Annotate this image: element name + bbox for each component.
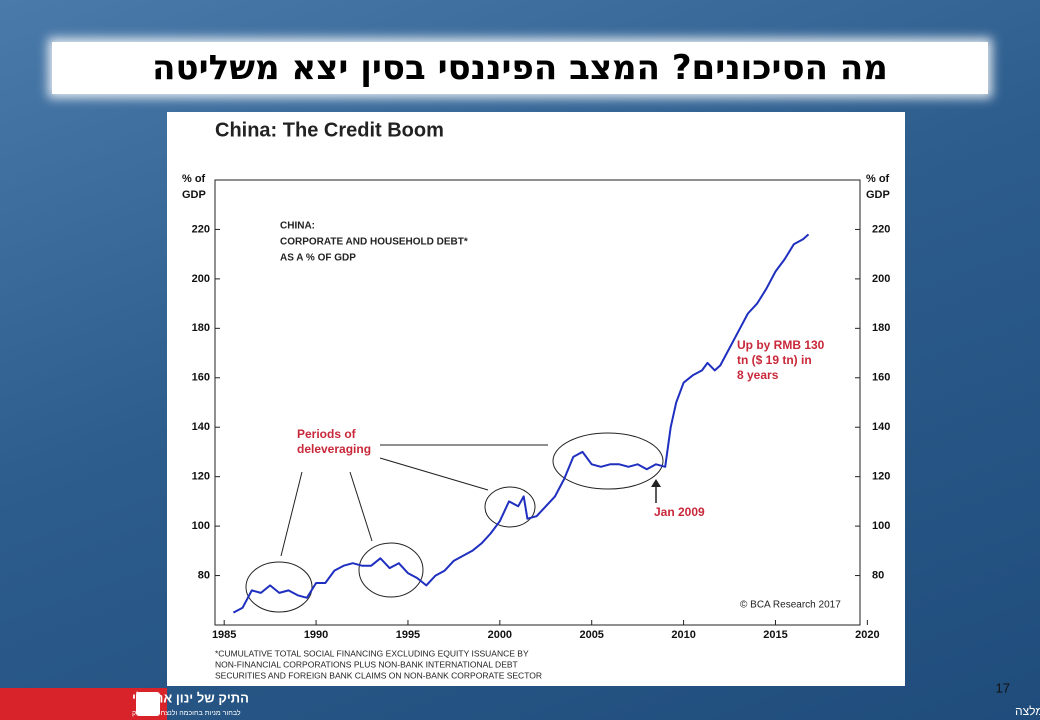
y2-tick-label: 200 — [872, 273, 890, 285]
highlight-ellipse — [245, 561, 313, 613]
x-tick-label: 2020 — [855, 629, 879, 641]
y2-tick-label: 160 — [872, 372, 890, 384]
arrow-head — [651, 479, 661, 487]
highlight-ellipse — [484, 486, 536, 528]
chart-title: China: The Credit Boom — [215, 119, 444, 141]
x-tick-label: 1995 — [396, 629, 420, 641]
growth-note: Up by RMB 130 — [737, 338, 825, 352]
y-tick-label: 220 — [192, 223, 210, 235]
highlight-ellipse — [552, 432, 664, 490]
y2-tick-label: 100 — [872, 520, 890, 532]
plot-frame — [214, 179, 861, 626]
y-tick-label: 180 — [192, 322, 210, 334]
slide-title: מה הסיכונים? המצב הפיננסי בסין יצא משליט… — [52, 42, 988, 94]
y-tick-label: 120 — [192, 471, 210, 483]
y-axis-label: GDP — [182, 189, 206, 201]
logo-name: התיק של ינון אריאלי — [132, 690, 249, 705]
y2-axis-label: % of — [866, 173, 890, 185]
series-label: AS A % OF GDP — [280, 253, 356, 264]
growth-note: 8 years — [737, 368, 779, 382]
disclaimer: אין לראות בדברים ייעוץ או המלצה — [1015, 704, 1040, 718]
y-tick-label: 100 — [192, 520, 210, 532]
data-line — [232, 233, 810, 614]
y2-tick-label: 80 — [872, 569, 884, 581]
event-note: Jan 2009 — [654, 505, 705, 519]
x-tick-label: 1990 — [304, 629, 328, 641]
logo-icon — [136, 692, 160, 716]
y-tick-label: 160 — [192, 372, 210, 384]
source-note: © BCA Research 2017 — [740, 600, 841, 611]
y2-tick-label: 140 — [872, 421, 890, 433]
annotation-shapes — [245, 432, 664, 613]
y-tick-label: 80 — [198, 569, 210, 581]
deleveraging-note: deleveraging — [297, 442, 371, 456]
footnote: SECURITIES AND FOREIGN BANK CLAIMS ON NO… — [215, 670, 542, 680]
footnote: NON-FINANCIAL CORPORATIONS PLUS NON-BANK… — [215, 659, 518, 669]
leader-line — [280, 471, 303, 557]
x-tick-label: 1985 — [212, 629, 236, 641]
x-tick-label: 2000 — [488, 629, 512, 641]
x-tick-label: 2010 — [671, 629, 695, 641]
x-tick-label: 2005 — [579, 629, 603, 641]
page-number: 17 — [996, 680, 1010, 695]
y2-tick-label: 220 — [872, 223, 890, 235]
x-tick-label: 2015 — [763, 629, 787, 641]
leader-line — [349, 471, 373, 542]
y-tick-label: 200 — [192, 273, 210, 285]
y-axis-label: % of — [182, 173, 206, 185]
leader-line — [379, 457, 489, 491]
series-label: CORPORATE AND HOUSEHOLD DEBT* — [280, 237, 468, 248]
highlight-ellipse — [358, 542, 424, 598]
logo-tagline: לבחור מניות בחוכמה ולנצח את השוק — [132, 709, 241, 717]
footnote: *CUMULATIVE TOTAL SOCIAL FINANCING EXCLU… — [215, 648, 529, 658]
y2-axis-label: GDP — [866, 189, 890, 201]
growth-note: tn ($ 19 tn) in — [737, 353, 812, 367]
y-tick-label: 140 — [192, 421, 210, 433]
y2-tick-label: 120 — [872, 471, 890, 483]
deleveraging-note: Periods of — [297, 427, 357, 441]
series-label: CHINA: — [280, 221, 315, 232]
y2-tick-label: 180 — [872, 322, 890, 334]
